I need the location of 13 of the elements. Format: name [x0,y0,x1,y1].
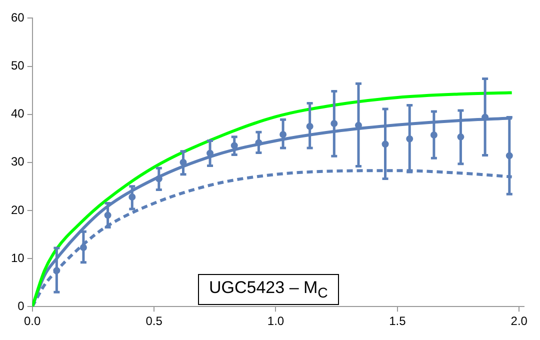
y-tick-label: 50 [10,58,25,73]
x-tick-label: 0.0 [24,314,42,328]
x-tick-label: 1.5 [389,314,406,328]
x-tick-label: 1.0 [267,314,284,328]
x-tick-label: 2.0 [510,314,528,328]
y-tick-label: 0 [18,298,25,313]
y-tick-label: 30 [10,154,25,169]
annotation: UGC5423 – M$_{C}$ [198,274,339,306]
y-tick-label: 60 [10,10,25,25]
y-tick-label: 10 [10,250,25,265]
y-tick-label: 20 [10,202,25,217]
y-tick-label: 40 [10,106,25,121]
x-tick-label: 0.5 [146,314,163,328]
